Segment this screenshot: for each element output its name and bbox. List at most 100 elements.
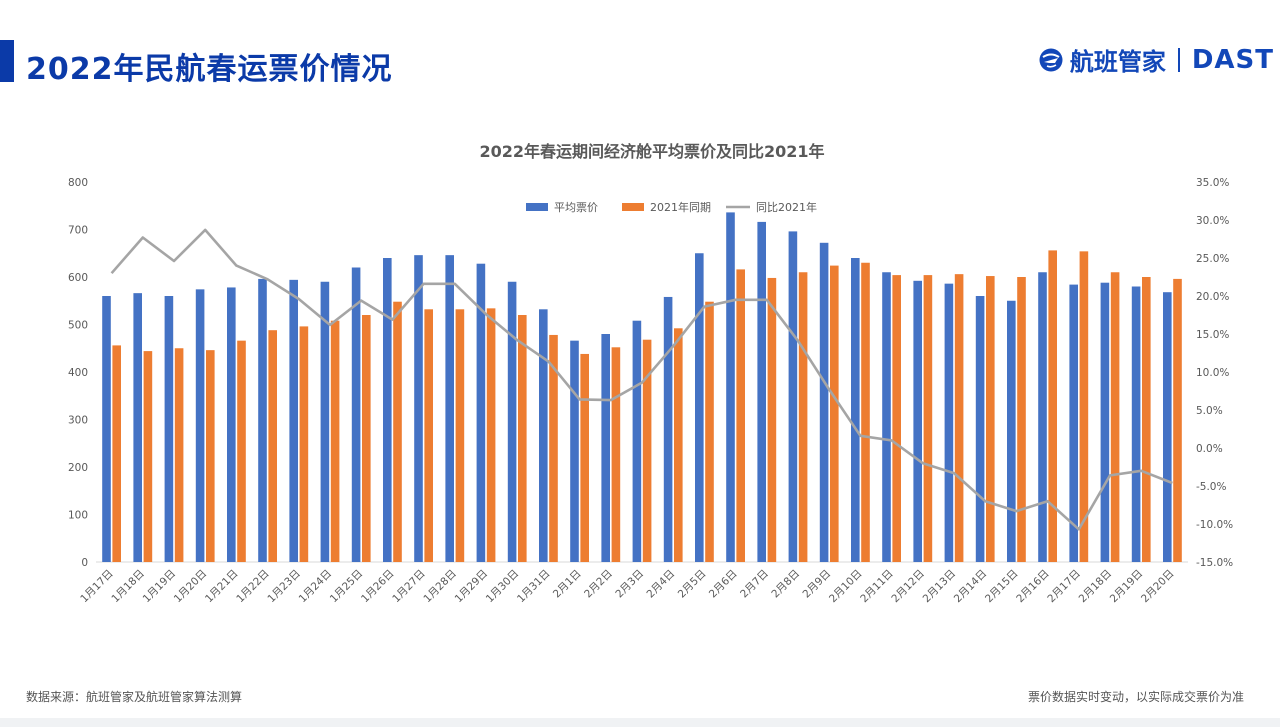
bar-2021 [393, 301, 402, 562]
y2-tick-label: -10.0% [1196, 519, 1233, 531]
x-tick-label: 2月20日 [1139, 568, 1177, 606]
bar-2021 [455, 309, 465, 562]
brand-name: 航班管家 [1069, 48, 1166, 76]
bar-price [1100, 282, 1110, 562]
bar-price [258, 278, 267, 562]
y2-tick-label: 25.0% [1196, 253, 1229, 265]
y-tick-label: 800 [68, 177, 88, 189]
bar-2021 [486, 308, 496, 562]
bar-price [1007, 300, 1016, 562]
bar-price [383, 258, 392, 562]
x-tick-label: 2月5日 [676, 568, 709, 601]
bar-price [726, 212, 735, 562]
y2-tick-label: 20.0% [1196, 291, 1229, 303]
bar-2021 [923, 275, 933, 562]
bar-2021 [892, 275, 901, 562]
x-tick-label: 2月14日 [952, 568, 990, 606]
x-tick-label: 1月22日 [234, 568, 272, 606]
bar-price [414, 255, 423, 562]
x-tick-label: 1月18日 [109, 568, 147, 606]
bar-price [445, 255, 454, 562]
bar-2021 [611, 347, 621, 562]
bar-2021 [174, 348, 184, 562]
bar-2021 [518, 315, 527, 562]
bar-2021 [674, 328, 683, 562]
bar-2021 [736, 269, 745, 562]
line-yoy [110, 228, 1173, 531]
bar-2021 [798, 272, 808, 562]
bar-2021 [362, 315, 371, 562]
chart-title: 2022年春运期间经济舱平均票价及同比2021年 [479, 142, 824, 161]
bar-price [570, 340, 579, 562]
bar-2021 [1110, 272, 1120, 562]
x-tick-label: 1月31日 [515, 568, 553, 606]
x-tick-label: 1月17日 [78, 568, 116, 606]
bar-price [1038, 272, 1047, 562]
x-tick-label: 1月20日 [172, 568, 210, 606]
bar-price [320, 281, 330, 562]
bar-price [195, 289, 205, 562]
bar-2021 [767, 277, 777, 562]
bar-price [695, 253, 704, 562]
bar-price [539, 309, 548, 562]
bar-2021 [299, 326, 309, 562]
bar-price [102, 296, 111, 562]
x-tick-label: 1月19日 [141, 568, 179, 606]
bar-2021 [580, 353, 589, 562]
bar-price [351, 267, 361, 562]
bar-price [975, 296, 985, 562]
y-tick-label: 600 [68, 272, 88, 284]
bar-2021 [206, 350, 215, 562]
y2-tick-label: -5.0% [1196, 481, 1226, 493]
y2-tick-label: 5.0% [1196, 405, 1223, 417]
x-tick-label: 2月2日 [582, 568, 615, 601]
bar-2021 [424, 309, 433, 562]
bar-price [289, 279, 298, 562]
x-tick-label: 2月16日 [1014, 568, 1052, 606]
legend-label: 同比2021年 [756, 200, 817, 214]
brand-separator [1177, 47, 1180, 72]
bar-2021 [1017, 277, 1026, 562]
bar-price [1131, 286, 1141, 562]
x-tick-label: 2月19日 [1108, 568, 1146, 606]
bar-price [632, 320, 642, 562]
bar-price [164, 296, 174, 562]
bar-price [757, 221, 766, 562]
x-tick-label: 2月11日 [858, 568, 896, 606]
x-tick-label: 2月17日 [1045, 568, 1083, 606]
legend-swatch [622, 203, 644, 211]
bottom-band [0, 718, 1280, 727]
legend-label: 平均票价 [554, 201, 598, 214]
bar-price [882, 272, 891, 562]
bar-2021 [237, 340, 246, 562]
bar-price [227, 287, 236, 562]
legend-label: 2021年同期 [650, 200, 711, 214]
y-tick-label: 500 [68, 320, 88, 332]
bar-2021 [830, 265, 839, 562]
x-tick-label: 2月4日 [645, 568, 678, 601]
bar-price [819, 242, 829, 563]
x-tick-label: 2月3日 [613, 568, 646, 601]
bar-2021 [861, 262, 870, 562]
x-tick-label: 1月27日 [390, 568, 428, 606]
x-tick-label: 1月24日 [297, 568, 335, 606]
x-tick-label: 1月25日 [328, 568, 366, 606]
y-tick-label: 100 [68, 510, 88, 522]
y-tick-label: 0 [81, 557, 88, 569]
y2-tick-label: 0.0% [1196, 443, 1223, 455]
title-accent-bar [0, 40, 14, 82]
bar-2021 [549, 334, 558, 562]
x-tick-label: 2月7日 [738, 568, 771, 601]
page-title: 2022年民航春运票价情况 [26, 52, 393, 87]
x-tick-label: 1月21日 [203, 568, 241, 606]
bar-2021 [986, 276, 995, 562]
legend-swatch [526, 203, 548, 211]
x-tick-label: 1月26日 [359, 568, 397, 606]
x-tick-label: 2月8日 [769, 568, 802, 601]
bar-2021 [330, 320, 340, 562]
y-tick-label: 200 [68, 462, 88, 474]
x-tick-label: 1月30日 [484, 568, 522, 606]
bar-price [788, 231, 798, 562]
y2-tick-label: 30.0% [1196, 215, 1229, 227]
y-tick-label: 400 [68, 367, 88, 379]
